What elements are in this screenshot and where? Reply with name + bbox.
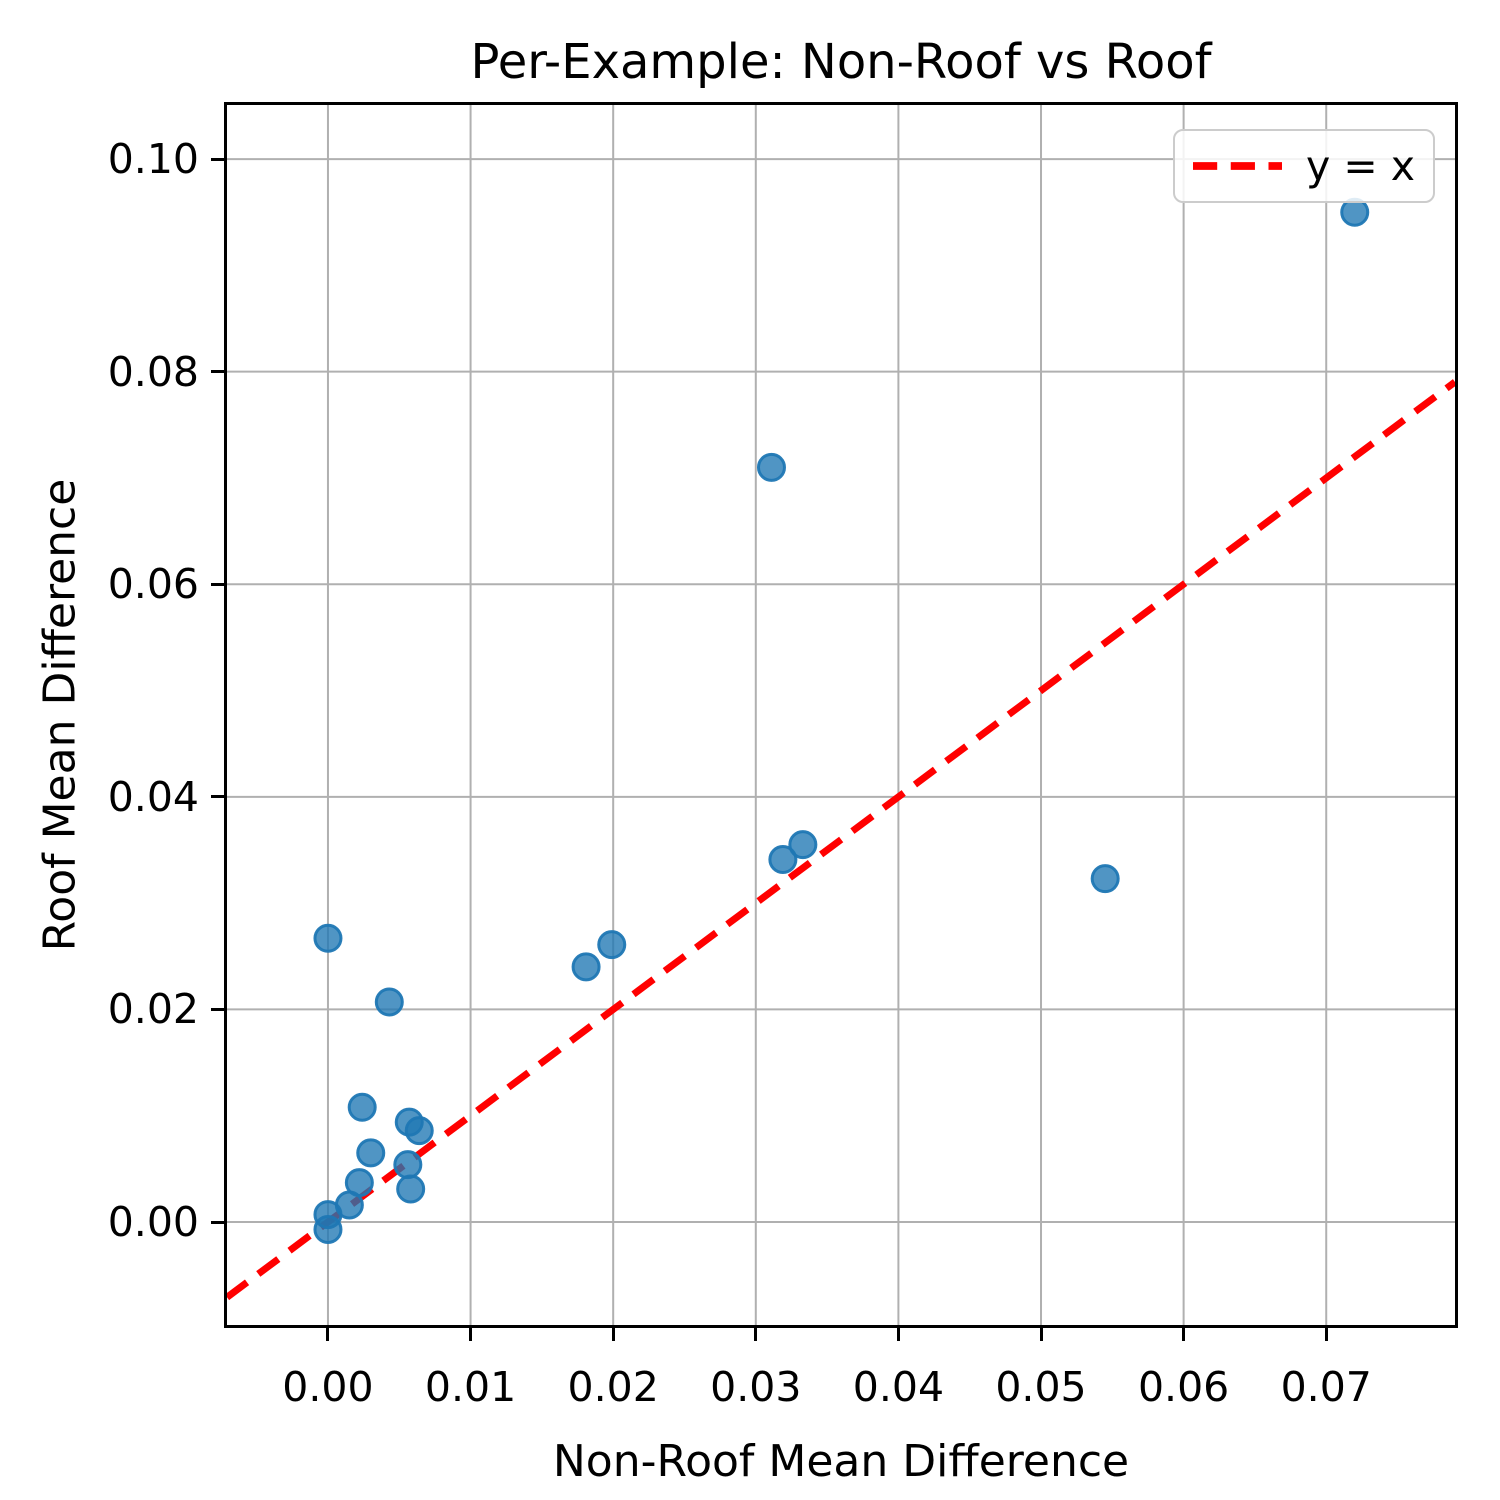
y-tick-label: 0.00 xyxy=(107,1198,199,1246)
x-tick xyxy=(1182,1328,1186,1341)
y-tick xyxy=(211,795,224,799)
y-tick xyxy=(211,582,224,586)
data-point xyxy=(356,1138,386,1168)
x-axis-label: Non-Roof Mean Difference xyxy=(552,1436,1130,1487)
y-tick-label: 0.10 xyxy=(107,135,199,184)
y-tick xyxy=(211,1007,224,1011)
x-tick-label: 0.02 xyxy=(567,1363,659,1411)
data-point xyxy=(404,1116,434,1146)
x-tick-label: 0.06 xyxy=(1137,1363,1230,1411)
y-tick xyxy=(211,1220,224,1224)
y-tick-label: 0.04 xyxy=(107,772,199,821)
x-tick-label: 0.01 xyxy=(424,1363,517,1411)
data-point xyxy=(344,1168,374,1198)
data-point xyxy=(768,845,798,875)
data-point xyxy=(788,830,818,860)
x-tick xyxy=(896,1328,900,1341)
x-tick-label: 0.04 xyxy=(852,1363,945,1411)
x-tick-label: 0.00 xyxy=(282,1363,374,1411)
x-tick-label: 0.05 xyxy=(995,1363,1087,1411)
data-point xyxy=(313,1214,343,1244)
legend-label: y = x xyxy=(1306,142,1415,190)
legend: y = x xyxy=(1173,129,1435,203)
y-tick-label: 0.06 xyxy=(107,560,199,609)
x-tick xyxy=(326,1328,330,1341)
y-axis-label: Roof Mean Difference xyxy=(34,478,86,952)
data-point xyxy=(1090,864,1120,894)
data-point xyxy=(597,930,627,960)
data-point xyxy=(396,1174,426,1204)
y-tick xyxy=(211,370,224,374)
data-point xyxy=(393,1150,423,1180)
x-tick xyxy=(1324,1328,1328,1341)
reference-line-y-equals-x xyxy=(227,379,1455,1301)
data-point xyxy=(571,952,601,982)
x-tick xyxy=(1039,1328,1043,1341)
y-tick xyxy=(211,157,224,161)
data-point xyxy=(374,987,404,1017)
x-tick-label: 0.03 xyxy=(710,1363,802,1411)
x-tick xyxy=(611,1328,615,1341)
data-point xyxy=(313,923,343,953)
y-tick-label: 0.02 xyxy=(107,985,199,1034)
x-tick xyxy=(754,1328,758,1341)
plot-canvas xyxy=(227,105,1455,1325)
legend-dashed-line-icon xyxy=(1193,162,1283,170)
y-tick-label: 0.08 xyxy=(107,347,199,396)
data-point xyxy=(756,452,786,482)
data-point xyxy=(347,1092,377,1122)
x-tick xyxy=(469,1328,473,1341)
data-point xyxy=(1340,197,1370,227)
chart-title: Per-Example: Non-Roof vs Roof xyxy=(470,34,1212,90)
plot-area xyxy=(224,102,1458,1328)
x-tick-label: 0.07 xyxy=(1280,1363,1372,1411)
